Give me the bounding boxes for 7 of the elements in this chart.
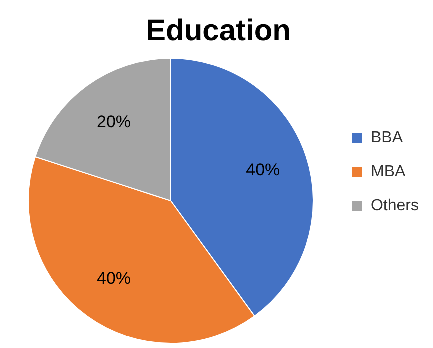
legend-label: BBA (370, 129, 404, 146)
data-label: 40% (97, 269, 132, 288)
chart-title: Education (146, 14, 292, 48)
legend-label: MBA (370, 163, 406, 180)
data-label: 20% (97, 112, 132, 132)
data-label: 40% (246, 160, 280, 180)
legend-label: Others (370, 197, 419, 214)
